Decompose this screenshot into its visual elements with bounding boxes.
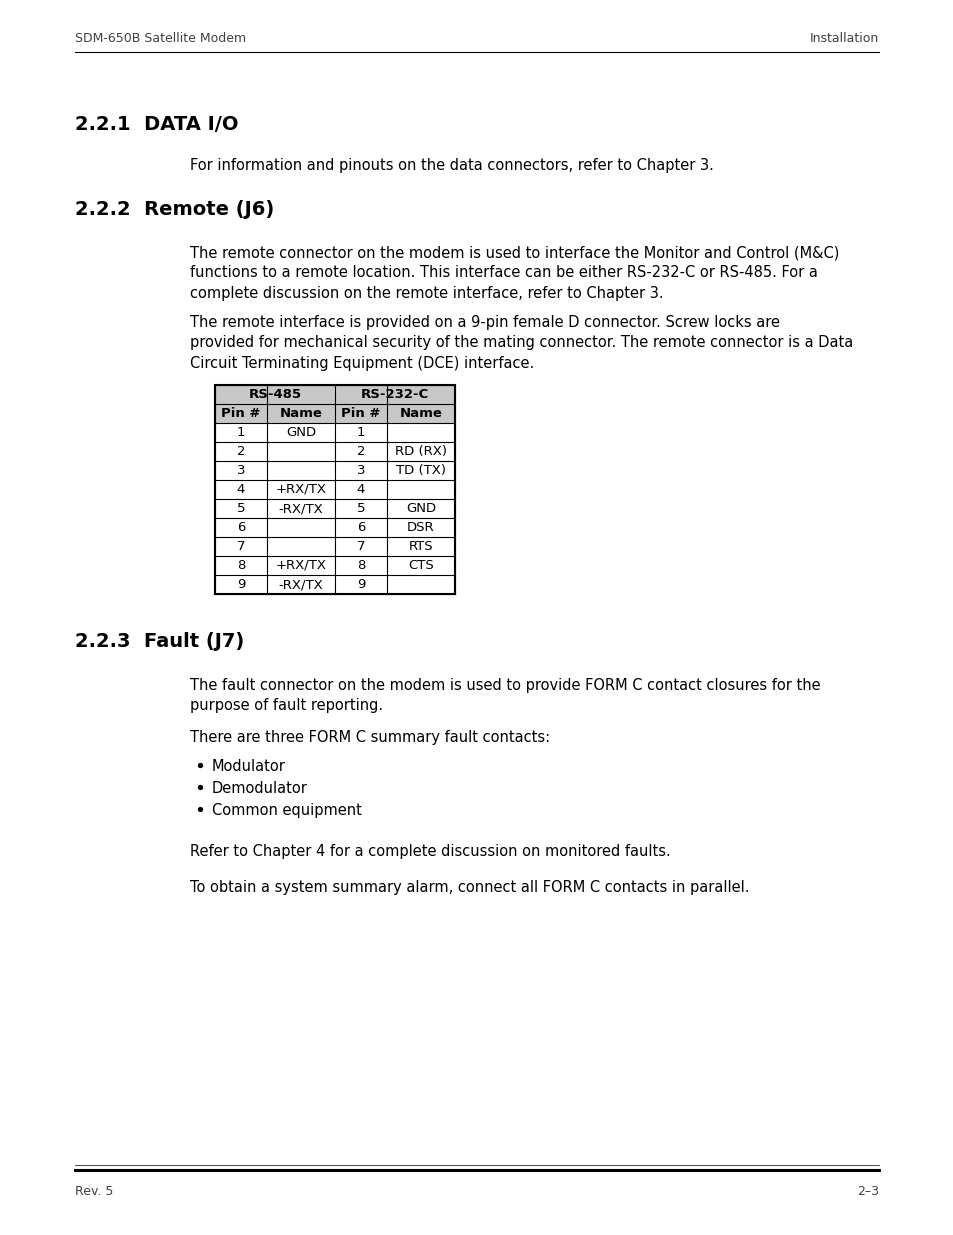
Text: -RX/TX: -RX/TX <box>278 501 323 515</box>
Bar <box>267 461 335 480</box>
Text: 2: 2 <box>236 445 245 458</box>
Bar <box>335 517 387 537</box>
Text: 8: 8 <box>236 559 245 572</box>
Bar <box>335 442 387 461</box>
Bar <box>214 480 267 499</box>
Bar <box>387 424 455 442</box>
Text: DSR: DSR <box>407 521 435 534</box>
Text: 9: 9 <box>356 578 365 592</box>
Text: 1: 1 <box>236 426 245 438</box>
Bar <box>335 424 387 442</box>
Text: Refer to Chapter 4 for a complete discussion on monitored faults.: Refer to Chapter 4 for a complete discus… <box>190 844 670 860</box>
Bar <box>214 385 267 404</box>
Text: Pin #: Pin # <box>341 408 380 420</box>
Text: 4: 4 <box>236 483 245 496</box>
Text: Modulator: Modulator <box>212 760 286 774</box>
Bar <box>214 517 267 537</box>
Text: 5: 5 <box>236 501 245 515</box>
Bar <box>267 385 335 404</box>
Text: The remote connector on the modem is used to interface the Monitor and Control (: The remote connector on the modem is use… <box>190 245 839 301</box>
Bar <box>214 499 267 517</box>
Text: RTS: RTS <box>408 540 433 553</box>
Bar <box>387 442 455 461</box>
Text: 5: 5 <box>356 501 365 515</box>
Text: Common equipment: Common equipment <box>212 803 361 818</box>
Bar <box>387 404 455 424</box>
Text: Installation: Installation <box>809 32 878 44</box>
Bar <box>387 517 455 537</box>
Bar <box>335 576 387 594</box>
Text: GND: GND <box>286 426 315 438</box>
Bar <box>335 537 387 556</box>
Bar <box>335 556 387 576</box>
Text: There are three FORM C summary fault contacts:: There are three FORM C summary fault con… <box>190 730 550 745</box>
Text: The remote interface is provided on a 9-pin female D connector. Screw locks are
: The remote interface is provided on a 9-… <box>190 315 852 370</box>
Text: TD (TX): TD (TX) <box>395 464 446 477</box>
Bar <box>335 499 387 517</box>
Text: 2.2.2  Remote (J6): 2.2.2 Remote (J6) <box>75 200 274 219</box>
Bar <box>387 385 455 404</box>
Text: SDM-650B Satellite Modem: SDM-650B Satellite Modem <box>75 32 246 44</box>
Text: 2: 2 <box>356 445 365 458</box>
Text: Pin #: Pin # <box>221 408 260 420</box>
Bar <box>335 461 387 480</box>
Bar <box>214 576 267 594</box>
Bar <box>267 480 335 499</box>
Text: Name: Name <box>279 408 322 420</box>
Text: 2.2.1  DATA I/O: 2.2.1 DATA I/O <box>75 115 238 135</box>
Text: 8: 8 <box>356 559 365 572</box>
Bar <box>267 556 335 576</box>
Text: 6: 6 <box>356 521 365 534</box>
Text: 4: 4 <box>356 483 365 496</box>
Text: RS-232-C: RS-232-C <box>360 388 429 401</box>
Text: -RX/TX: -RX/TX <box>278 578 323 592</box>
Text: 9: 9 <box>236 578 245 592</box>
Bar <box>267 424 335 442</box>
Text: To obtain a system summary alarm, connect all FORM C contacts in parallel.: To obtain a system summary alarm, connec… <box>190 881 749 895</box>
Text: RD (RX): RD (RX) <box>395 445 447 458</box>
Text: For information and pinouts on the data connectors, refer to Chapter 3.: For information and pinouts on the data … <box>190 158 713 173</box>
Bar <box>387 537 455 556</box>
Bar <box>267 499 335 517</box>
Bar <box>267 517 335 537</box>
Text: RS-485: RS-485 <box>248 388 301 401</box>
Bar <box>267 537 335 556</box>
Text: 2.2.3  Fault (J7): 2.2.3 Fault (J7) <box>75 632 244 651</box>
Bar <box>214 404 267 424</box>
Bar <box>214 424 267 442</box>
Text: 2–3: 2–3 <box>856 1186 878 1198</box>
Text: +RX/TX: +RX/TX <box>275 483 326 496</box>
Bar <box>267 404 335 424</box>
Text: Demodulator: Demodulator <box>212 781 308 797</box>
Bar <box>214 442 267 461</box>
Bar <box>267 442 335 461</box>
Bar <box>335 404 387 424</box>
Text: 3: 3 <box>236 464 245 477</box>
Text: The fault connector on the modem is used to provide FORM C contact closures for : The fault connector on the modem is used… <box>190 678 820 714</box>
Bar <box>214 537 267 556</box>
Bar <box>335 480 387 499</box>
Text: 6: 6 <box>236 521 245 534</box>
Text: GND: GND <box>406 501 436 515</box>
Text: 7: 7 <box>356 540 365 553</box>
Bar <box>214 461 267 480</box>
Bar <box>387 556 455 576</box>
Text: 1: 1 <box>356 426 365 438</box>
Bar <box>214 385 455 594</box>
Text: Name: Name <box>399 408 442 420</box>
Bar <box>387 499 455 517</box>
Text: 3: 3 <box>356 464 365 477</box>
Bar <box>267 576 335 594</box>
Text: +RX/TX: +RX/TX <box>275 559 326 572</box>
Bar <box>387 480 455 499</box>
Bar <box>387 461 455 480</box>
Bar <box>335 385 387 404</box>
Bar <box>387 576 455 594</box>
Text: CTS: CTS <box>408 559 434 572</box>
Text: Rev. 5: Rev. 5 <box>75 1186 113 1198</box>
Text: 7: 7 <box>236 540 245 553</box>
Bar <box>214 556 267 576</box>
